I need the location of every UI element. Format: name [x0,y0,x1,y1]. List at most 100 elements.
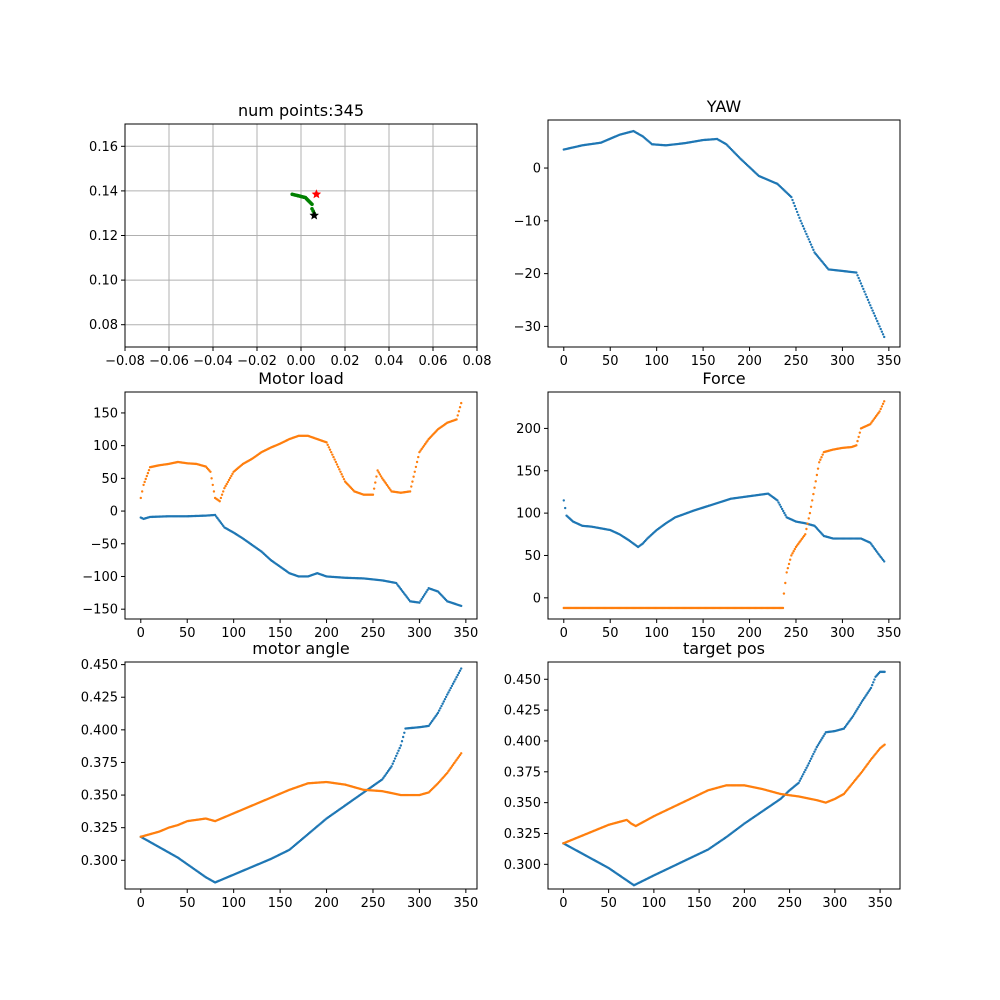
data-point [805,766,808,769]
y-tick-label: 50 [524,549,541,564]
data-point [421,596,425,599]
series-target_0 [562,670,886,887]
data-point [781,606,785,610]
data-point [856,274,859,277]
data-point [451,682,455,685]
data-point [447,691,450,694]
data-point [865,693,868,696]
x-tick-label: 300 [407,626,432,641]
y-tick-label: 0.425 [81,691,118,706]
data-point [858,431,862,434]
x-tick-label: 0.02 [331,354,360,369]
data-point [455,418,458,421]
x-tick-label: 200 [737,354,762,369]
data-point [807,517,810,520]
data-point [801,224,805,228]
x-tick-label: 250 [784,354,809,369]
data-point [857,435,860,439]
data-point [340,473,343,476]
data-point [422,594,426,597]
data-point [819,458,822,461]
data-point [222,490,225,493]
data-point [821,736,824,740]
data-point [822,734,825,738]
data-point [874,317,878,320]
x-tick-label: −0.04 [193,354,233,369]
data-point [146,471,150,475]
data-point [439,707,442,710]
data-point [450,684,454,688]
data-point [873,314,877,318]
data-point [437,709,441,712]
data-point [872,681,875,684]
data-point [231,472,234,476]
data-point [399,744,403,747]
data-point [854,711,857,714]
data-point [443,697,447,701]
data-point [793,204,797,208]
chart-title: Motor load [258,369,344,388]
data-point [327,446,331,449]
x-tick-label: 0.04 [375,354,404,369]
data-point [331,453,334,456]
data-point [883,670,886,674]
chart-title: YAW [706,97,742,116]
data-point [812,492,815,496]
y-tick-label: 0 [533,162,541,177]
data-point [797,781,800,785]
y-tick-label: 50 [101,472,118,487]
data-point [786,566,790,570]
data-point [788,558,792,561]
data-point [851,715,855,718]
y-tick-label: −20 [514,267,541,282]
data-point [392,759,396,763]
data-point [859,702,863,705]
x-tick-label: 300 [830,626,855,641]
y-tick-label: 0.350 [81,789,118,804]
data-point [877,322,880,325]
data-point [777,501,780,504]
data-point [821,453,824,456]
y-tick-label: 0.400 [504,734,541,749]
x-tick-label: 350 [453,626,478,641]
data-point [808,511,812,515]
x-tick-label: 200 [737,626,762,641]
data-point [401,735,405,739]
data-point [879,407,882,411]
data-point [817,742,821,745]
x-tick-label: 300 [822,896,847,911]
data-point [223,486,226,490]
x-tick-label: 100 [641,896,666,911]
data-point [806,764,809,767]
data-point [787,562,791,566]
data-point [861,698,865,701]
chart-motor_angle: 0 50 100 150 200 250 300 350 0.300 0.325 0.350 0.37… [81,639,478,911]
data-point [374,481,377,484]
y-tick-label: −30 [514,320,541,335]
data-point [455,676,458,679]
data-point [804,768,807,772]
data-point [413,470,416,474]
data-point [776,499,779,502]
data-point [860,285,864,288]
data-point [144,477,147,481]
data-point [869,686,873,690]
data-point [868,688,872,691]
x-tick-label: 250 [361,626,386,641]
y-tick-label: 200 [516,422,541,437]
data-point [218,500,221,503]
data-point [870,306,873,310]
data-point [329,450,333,454]
y-tick-label: 0.325 [81,821,118,836]
data-point [426,588,429,592]
y-tick-label: 100 [93,439,118,454]
data-point [441,702,444,705]
data-point [799,777,803,780]
data-point [865,295,868,299]
data-point [335,463,339,466]
y-tick-label: 0.350 [504,796,541,811]
data-point [856,707,859,711]
chart-title: motor angle [252,639,350,658]
data-point [802,227,806,230]
